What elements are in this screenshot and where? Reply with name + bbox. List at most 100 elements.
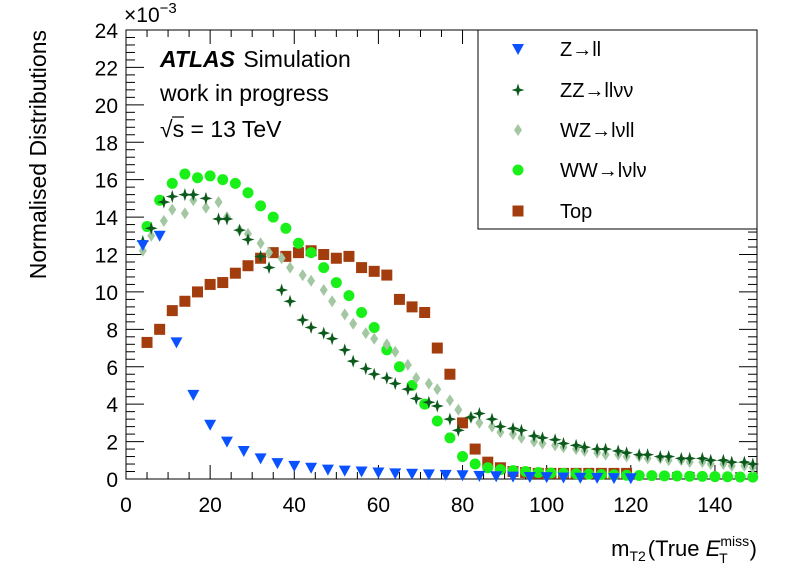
data-point <box>507 471 520 483</box>
data-point <box>368 321 380 333</box>
data-series <box>136 168 760 485</box>
data-point <box>747 471 759 483</box>
data-point <box>517 431 526 444</box>
data-point <box>204 170 216 182</box>
data-point <box>632 448 646 462</box>
data-point <box>229 267 241 279</box>
data-point <box>406 301 418 313</box>
data-point <box>674 451 688 465</box>
data-point <box>444 432 456 444</box>
atlas-annotation: ATLAS Simulation work in progress √s = 1… <box>159 46 351 142</box>
data-point <box>356 262 368 274</box>
data-point <box>343 290 355 302</box>
data-point <box>275 283 289 297</box>
data-point <box>381 269 393 281</box>
data-point <box>292 247 304 259</box>
data-point <box>296 313 310 327</box>
x-tick-label: 80 <box>451 494 474 517</box>
data-point <box>367 367 381 381</box>
data-point <box>419 306 431 318</box>
data-point <box>220 212 234 226</box>
y-tick-label: 20 <box>95 95 118 118</box>
data-point <box>493 420 507 434</box>
y-tick-label: 22 <box>95 57 118 80</box>
y-tick-label: 6 <box>106 357 118 380</box>
data-point <box>725 455 739 469</box>
series-diamond <box>138 194 757 474</box>
data-point <box>262 261 276 275</box>
legend-label-wwlvlv: WW→lνlν <box>560 160 647 182</box>
data-point <box>154 323 166 335</box>
data-point <box>254 453 267 465</box>
data-point <box>431 415 443 427</box>
data-point <box>671 470 683 482</box>
data-point <box>624 473 637 485</box>
data-point <box>361 327 370 340</box>
data-point <box>389 468 402 480</box>
data-point <box>401 382 415 396</box>
data-point <box>318 249 330 260</box>
y-tick-label: 2 <box>106 432 118 455</box>
data-point <box>457 451 469 463</box>
data-point <box>144 221 158 235</box>
data-point <box>343 250 355 262</box>
data-point <box>641 448 655 462</box>
data-point <box>607 473 620 485</box>
data-point <box>318 262 330 274</box>
data-point <box>166 305 178 317</box>
data-point <box>321 464 334 476</box>
data-point <box>355 466 368 478</box>
data-point <box>157 195 171 209</box>
data-point <box>548 433 562 447</box>
data-point <box>527 429 541 443</box>
data-point <box>271 458 284 470</box>
data-point <box>578 440 592 454</box>
data-point <box>611 444 625 458</box>
x-tick-label: 140 <box>697 494 732 517</box>
data-point <box>307 274 316 287</box>
data-point <box>403 358 412 371</box>
data-point <box>201 201 210 214</box>
data-point <box>557 472 570 484</box>
y-exponent: ×10−3 <box>124 0 177 27</box>
data-point <box>340 308 349 321</box>
data-point <box>170 337 183 349</box>
data-point <box>214 196 223 209</box>
data-point <box>349 317 358 330</box>
data-point <box>186 188 200 202</box>
data-point <box>569 438 583 452</box>
data-point <box>393 361 405 373</box>
y-tick-label: 24 <box>95 20 119 43</box>
data-point <box>179 168 191 180</box>
data-point <box>746 457 760 471</box>
data-point <box>422 395 436 409</box>
data-point <box>709 471 721 483</box>
legend: Z→ll ZZ→llνν WZ→lνll WW→lνlν Top <box>477 29 758 230</box>
x-tick-label: 60 <box>367 494 390 517</box>
data-point <box>599 442 613 456</box>
data-point <box>556 436 570 450</box>
data-point <box>178 188 192 202</box>
data-point <box>330 252 342 264</box>
data-point <box>330 277 342 289</box>
data-point <box>370 332 379 345</box>
data-point <box>532 466 544 478</box>
data-point <box>305 462 318 474</box>
data-point <box>514 423 528 437</box>
y-tick-label: 10 <box>95 282 118 305</box>
data-point <box>267 211 279 223</box>
data-point <box>305 247 317 259</box>
data-point <box>454 403 463 416</box>
legend-marker <box>511 83 525 97</box>
data-point <box>490 471 503 483</box>
data-point <box>433 383 442 396</box>
x-tick-label: 40 <box>283 494 306 517</box>
data-point <box>241 233 255 247</box>
data-point <box>141 336 153 348</box>
data-point <box>591 472 604 484</box>
data-point <box>153 230 166 242</box>
data-point <box>204 419 217 431</box>
data-point <box>734 471 746 483</box>
data-point <box>633 469 645 481</box>
simulation-label: Simulation <box>243 46 350 72</box>
